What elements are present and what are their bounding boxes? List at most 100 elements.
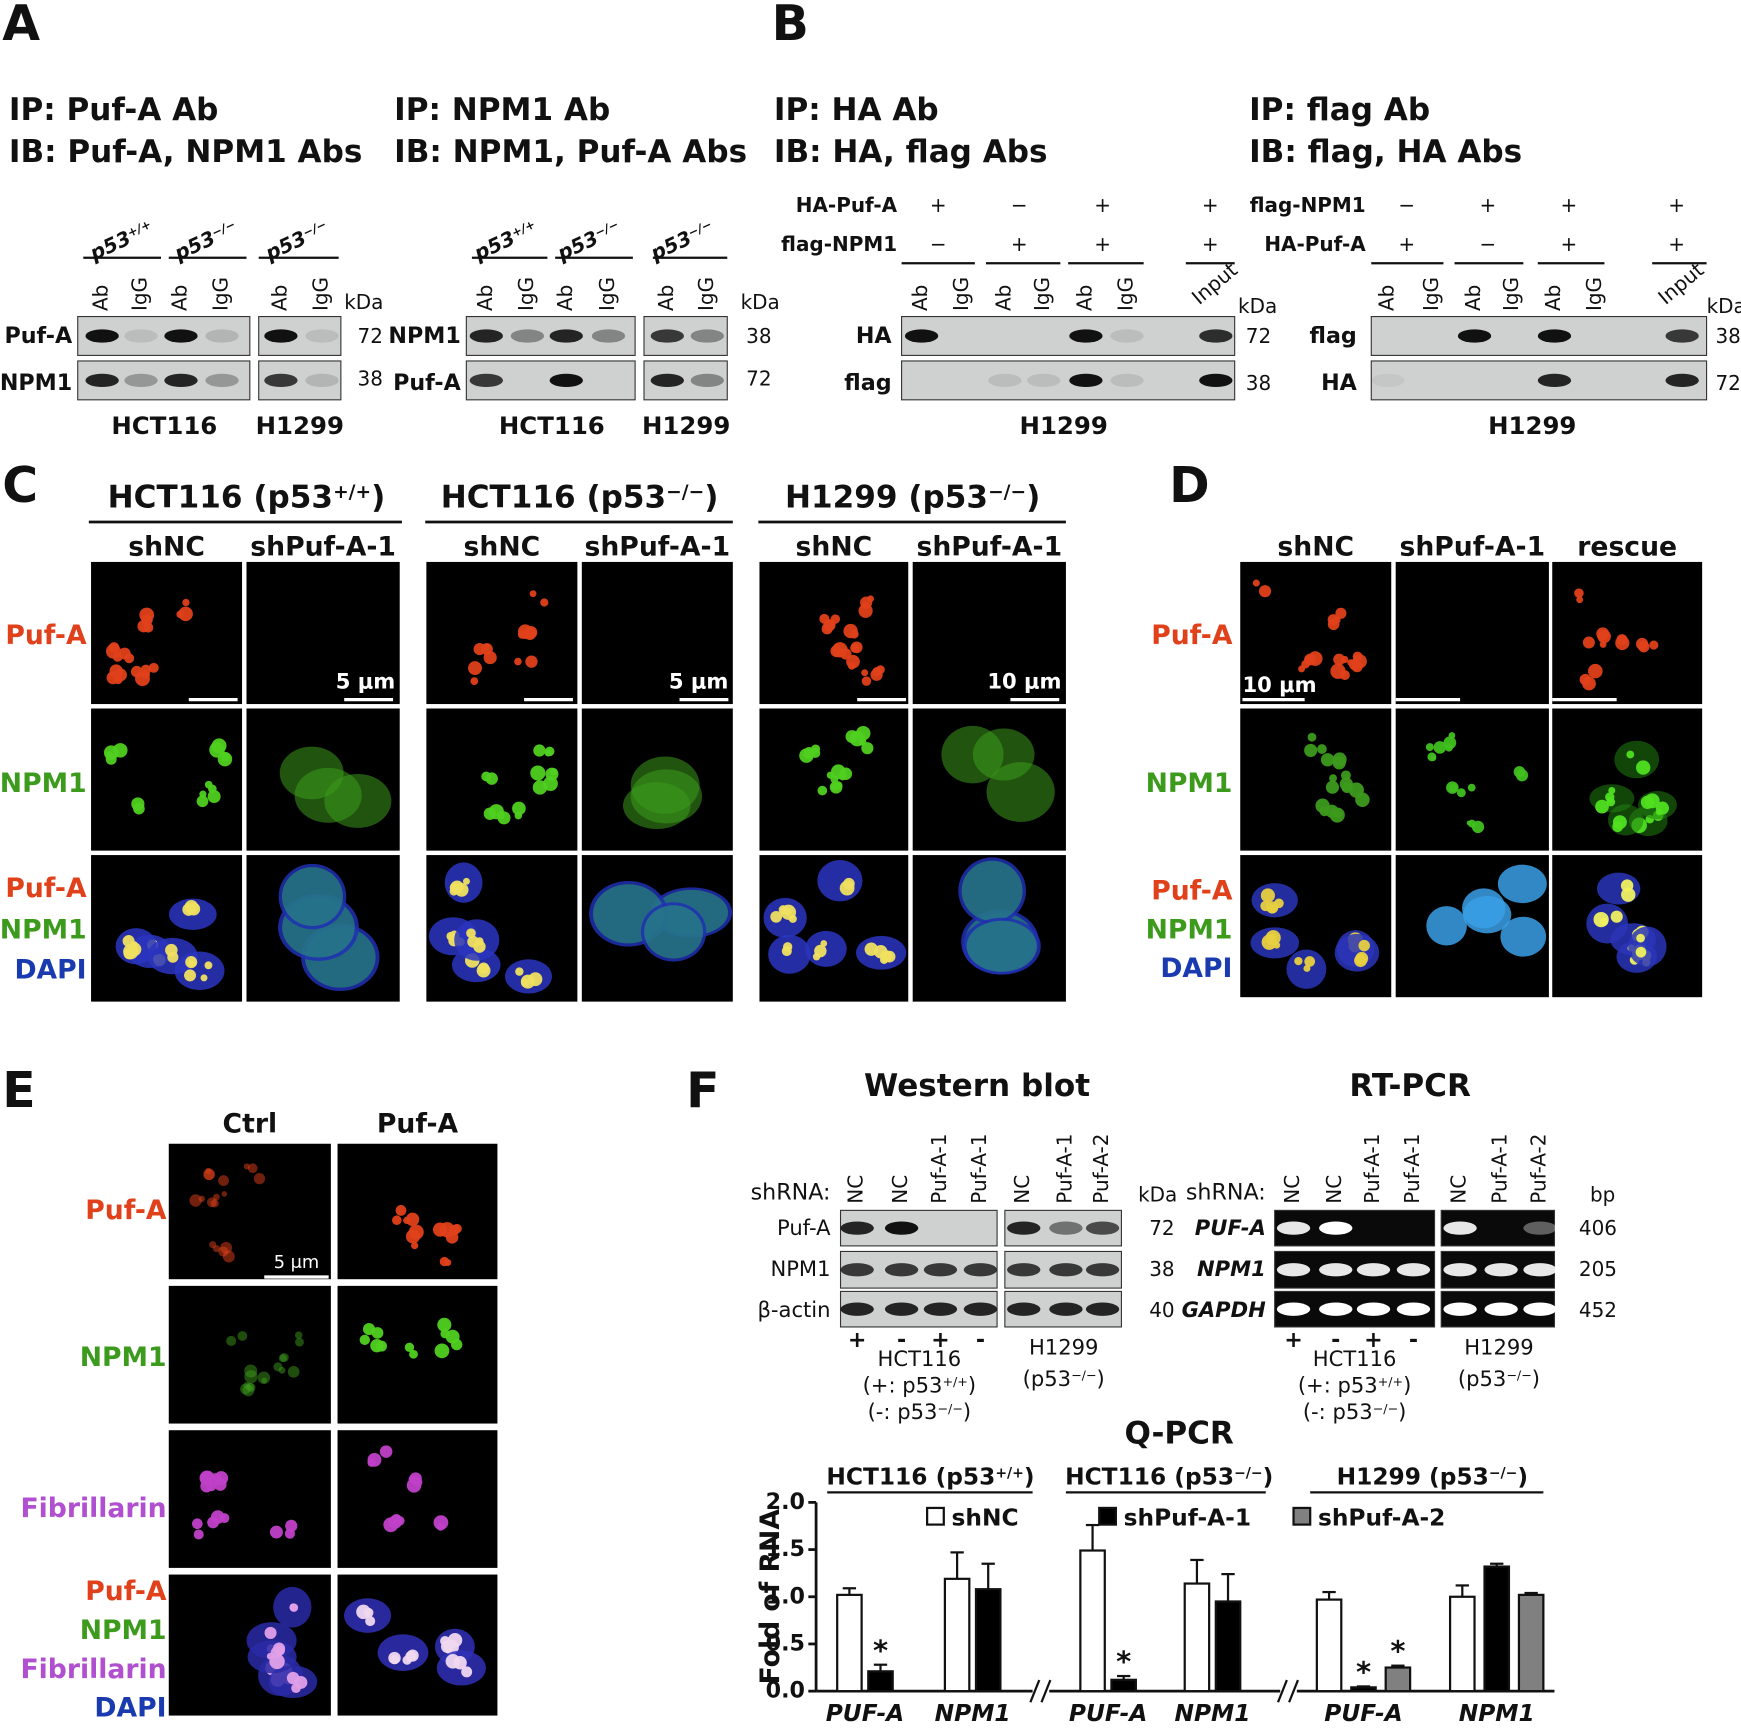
nucleolus [1649, 640, 1659, 650]
nucleolus [439, 1222, 455, 1238]
band [1523, 1263, 1557, 1277]
nucleolus [196, 795, 209, 808]
nucleolus [864, 942, 878, 956]
label-part: ) [1024, 1464, 1035, 1491]
nucleolus [1307, 732, 1317, 742]
nucleolus [395, 1516, 405, 1526]
legend-swatch [1292, 1506, 1312, 1526]
nucleolus [530, 765, 546, 781]
nucleolus [880, 950, 893, 963]
nucleolus [1333, 653, 1346, 666]
label: (-: p53−/−) [1303, 1399, 1407, 1424]
label: HCT116 [1313, 1346, 1397, 1371]
nucleolus [1576, 596, 1584, 604]
nucleolus [485, 772, 498, 785]
label: NPM1 [0, 914, 87, 945]
label: - [1409, 1327, 1418, 1353]
label: IgG [209, 277, 233, 311]
band [1537, 329, 1572, 343]
label-part: (-: p53 [1303, 1399, 1373, 1424]
label: Puf-A-2 [1089, 1134, 1113, 1204]
nucleus [1497, 864, 1547, 904]
nucleolus [810, 748, 821, 758]
nucleolus [1258, 585, 1272, 598]
nucleolus [131, 797, 145, 811]
label: H1299 [1029, 1335, 1099, 1360]
nucleolus [466, 928, 476, 939]
band [1484, 1302, 1518, 1316]
nucleolus [830, 645, 843, 658]
nucleolus [1358, 939, 1370, 952]
band [1276, 1302, 1311, 1316]
label: B [772, 0, 809, 52]
label: (p53−/−) [1458, 1366, 1540, 1391]
label: NC [888, 1175, 912, 1204]
label: HA [856, 323, 893, 349]
label: − [1398, 193, 1415, 217]
label: 5 μm [274, 1253, 320, 1273]
nucleolus [371, 1327, 384, 1339]
nucleolus [1327, 618, 1340, 631]
group-label: HCT116 (p53+/+) [826, 1464, 1034, 1491]
nucleus [1500, 916, 1547, 957]
label: + [1398, 232, 1415, 256]
nucleolus [540, 598, 549, 607]
label: NPM1 [1197, 1256, 1266, 1281]
nucleus [1628, 926, 1667, 967]
nucleolus [193, 1529, 204, 1540]
label: IB: flag, HA Abs [1249, 134, 1522, 170]
nucleolus [1636, 933, 1645, 943]
nucleolus [286, 1671, 300, 1685]
nucleolus [437, 1317, 452, 1332]
nucleolus [406, 1649, 419, 1662]
nucleolus [143, 622, 154, 633]
diffuse-signal [630, 769, 703, 824]
superscript: −/− [1489, 1466, 1518, 1482]
nucleolus [266, 1652, 274, 1660]
nucleolus [830, 781, 840, 791]
nucleolus [476, 963, 491, 978]
nucleolus [199, 790, 207, 798]
label: IP: Puf-A Ab [9, 92, 219, 128]
nucleolus [788, 914, 797, 923]
band [884, 1302, 919, 1316]
label: IgG [595, 277, 619, 311]
nucleolus [184, 899, 199, 914]
band [1484, 1263, 1518, 1277]
label: Puf-A-1 [927, 1134, 951, 1204]
bar [1315, 1598, 1343, 1693]
nucleolus [1304, 956, 1316, 967]
band [650, 329, 684, 343]
nucleolus [411, 1476, 419, 1484]
band [124, 373, 158, 388]
band [85, 373, 119, 388]
nucleolus [405, 1212, 420, 1227]
nucleolus [1574, 588, 1584, 598]
nucleus [1596, 872, 1641, 905]
y-tick-label: 0.5 [766, 1630, 805, 1656]
label: H1299 [642, 411, 730, 440]
nucleolus [839, 767, 853, 780]
nucleolus [849, 629, 859, 639]
band [988, 373, 1022, 388]
label: PUF-A [1195, 1215, 1266, 1240]
nucleolus [1595, 799, 1609, 814]
label: kDa [1707, 294, 1741, 318]
label: Ab [1461, 285, 1485, 311]
label: Ab [654, 285, 678, 311]
label: shPuf-A-1 [916, 531, 1062, 562]
nucleolus [861, 676, 872, 686]
band [690, 373, 724, 388]
nucleolus [1612, 821, 1624, 833]
nucleolus [189, 1194, 202, 1207]
superscript: −/− [666, 482, 704, 503]
label: shPuf-A-1 [585, 531, 731, 562]
nucleolus [1467, 783, 1476, 792]
significance: * [1356, 1655, 1371, 1689]
band [549, 329, 583, 343]
superscript: −/− [937, 1401, 962, 1416]
nucleolus [295, 1337, 304, 1347]
band [1319, 1263, 1353, 1277]
nucleolus [544, 749, 552, 757]
nucleolus [1330, 663, 1346, 679]
